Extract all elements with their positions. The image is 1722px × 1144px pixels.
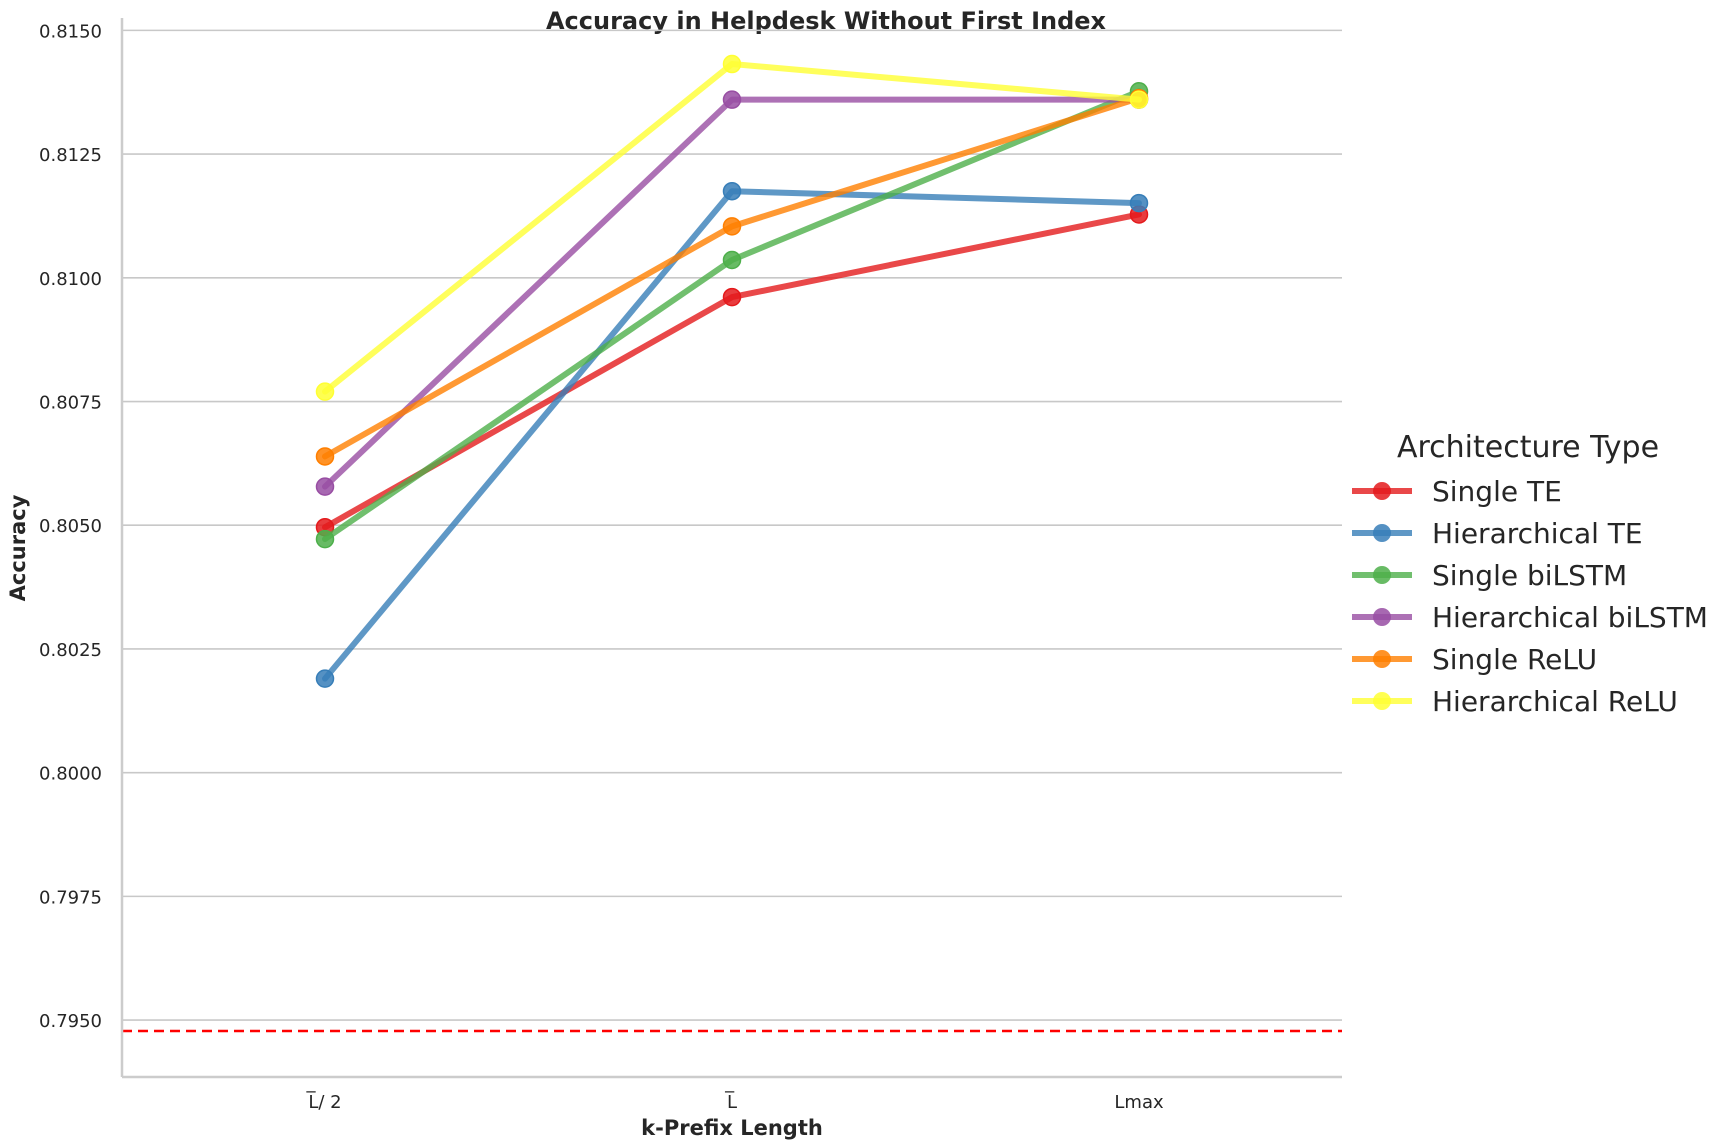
series-line [322,88,1142,543]
y-tick-label: 0.8000 [39,764,102,785]
y-tick-label: 0.8125 [39,145,102,166]
y-tick-label: 0.8050 [39,516,102,537]
y-tick-labels: 0.7950 0.7975 0.8000 0.8025 0.8050 0.8075 0.81… [39,21,102,1032]
y-tick-label: 0.8025 [39,640,102,661]
data-point [315,477,335,496]
grid-lines [122,29,1342,1021]
data-point [315,382,335,401]
legend-label: Hierarchical biLSTM [1432,601,1708,634]
legend-item: Single ReLU [1352,643,1597,676]
series-layer [315,54,1149,688]
data-point [315,529,335,549]
data-point [722,250,742,270]
legend-item: Single biLSTM [1352,559,1627,592]
legend-swatch-marker [1373,608,1391,626]
legend-label: Hierarchical ReLU [1432,685,1678,718]
x-axis-title: k-Prefix Length [641,1116,823,1140]
data-point [722,54,742,74]
data-point [722,287,742,307]
legend-label: Hierarchical TE [1432,517,1643,550]
data-point [315,669,335,688]
legend-item: Hierarchical biLSTM [1352,601,1708,634]
legend-swatch-marker [1373,692,1391,710]
y-tick-label: 0.8150 [39,21,102,42]
x-tick-label: L̅ [724,1091,737,1113]
legend-label: Single biLSTM [1432,559,1627,592]
data-point [1129,90,1149,109]
legend-swatch-marker [1373,566,1391,584]
series [315,205,1149,537]
y-tick-label: 0.7950 [39,1011,102,1032]
legend-label: Single ReLU [1432,643,1597,676]
legend-item: Hierarchical TE [1352,517,1643,550]
data-point [722,181,742,201]
legend-swatch-marker [1373,650,1391,668]
data-point [1129,193,1149,213]
axes [120,18,1342,1079]
legend-items: Single TE Hierarchical TE Single biLSTM Hie… [1352,475,1708,718]
data-point [722,90,742,109]
legend-item: Single TE [1352,475,1562,508]
series [315,181,1149,688]
legend-label: Single TE [1432,475,1562,508]
data-point [315,447,335,466]
legend-swatch-marker [1373,482,1391,500]
y-axis-title: Accuracy [6,494,30,601]
y-tick-label: 0.8100 [39,269,102,290]
data-point [722,217,742,236]
x-tick-label: Lmax [1114,1092,1164,1113]
legend-title: Architecture Type [1397,430,1659,465]
x-tick-labels: L̅/ 2 L̅ Lmax [305,1091,1163,1113]
series [315,54,1149,401]
y-tick-label: 0.7975 [39,887,102,908]
legend-swatch-marker [1373,524,1391,542]
x-tick-label: L̅/ 2 [305,1091,341,1113]
series [315,81,1149,549]
legend: Architecture Type Single TE Hierarchical … [1352,430,1708,718]
y-tick-label: 0.8075 [39,393,102,414]
legend-item: Hierarchical ReLU [1352,685,1678,718]
